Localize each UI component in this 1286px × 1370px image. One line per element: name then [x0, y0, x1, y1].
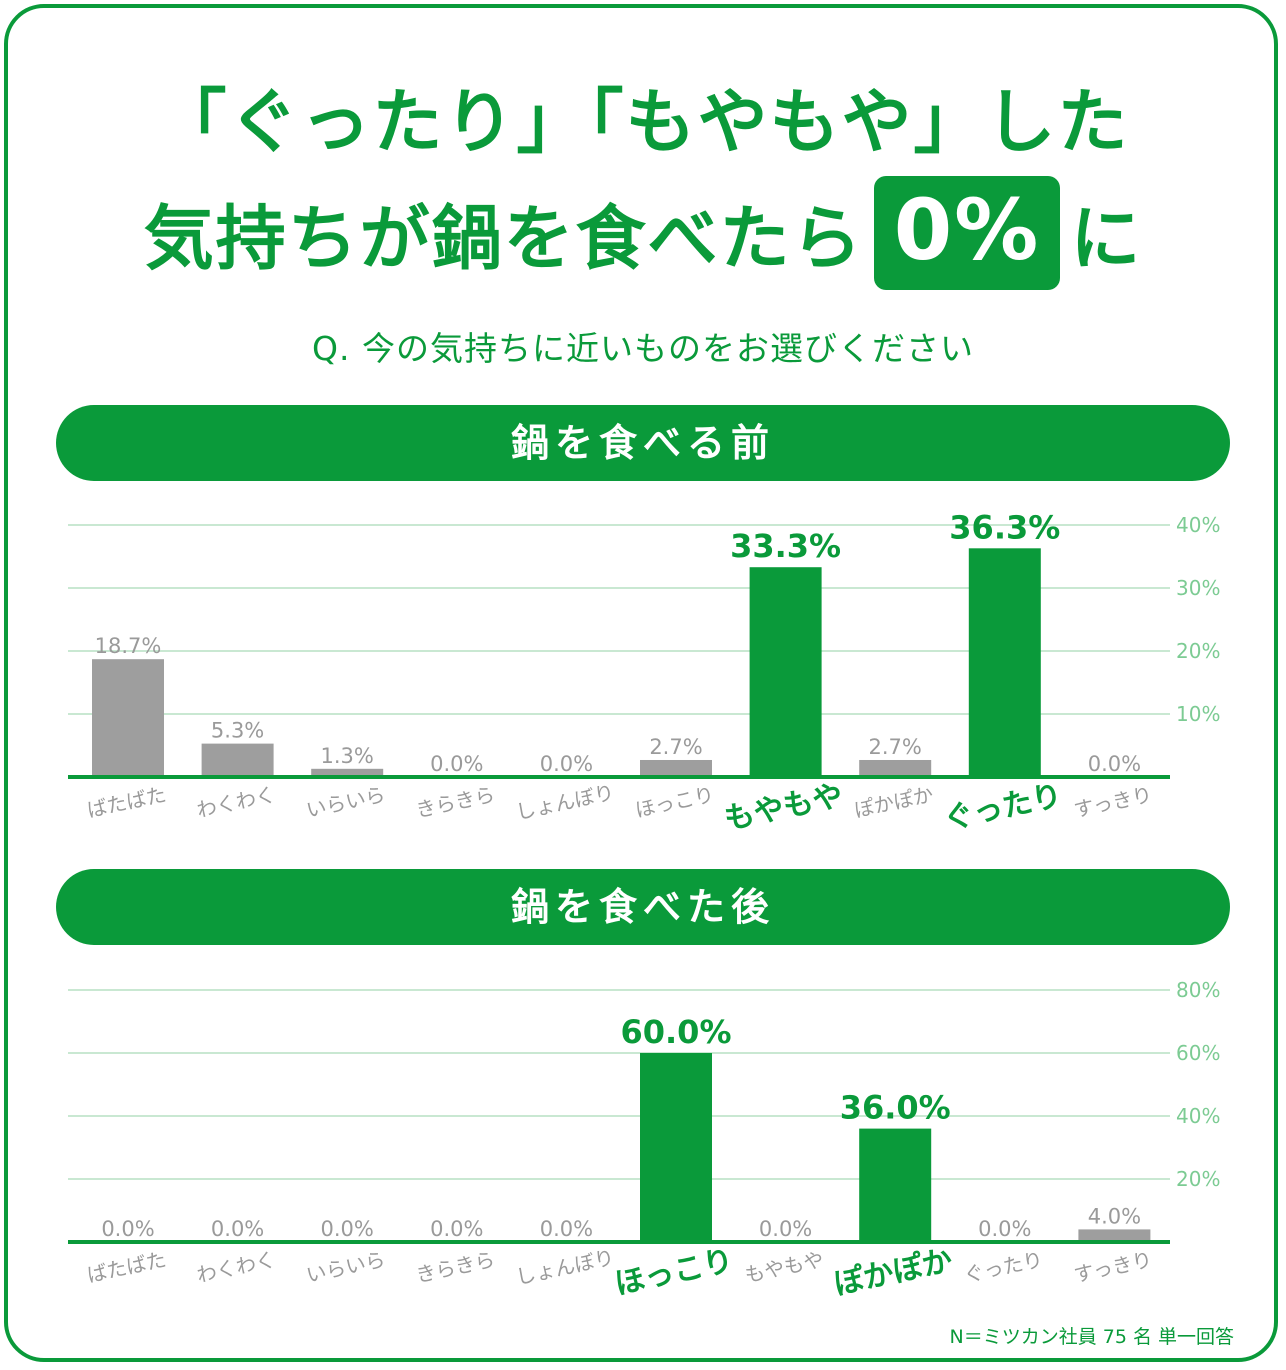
bar [640, 759, 712, 777]
y-tick-label: 20% [1176, 639, 1220, 663]
x-tick-label: ぐったり [962, 1247, 1045, 1287]
bar [1078, 1229, 1151, 1242]
data-label: 36.3% [949, 508, 1060, 546]
data-label: 0.0% [540, 752, 593, 776]
section-banner-before: 鍋を食べる前 [56, 405, 1230, 481]
x-tick-label: きらきら [414, 1247, 497, 1287]
x-tick-label: ばたばた [85, 782, 168, 822]
x-tick-label: いらいら [304, 1247, 387, 1287]
data-label: 60.0% [620, 1013, 731, 1051]
x-tick-label: わくわく [195, 1247, 278, 1287]
data-label: 0.0% [211, 1217, 264, 1241]
x-tick-label: わくわく [195, 782, 278, 822]
headline-highlight-badge: 0% [873, 176, 1061, 290]
headline-line-2-post: に [1070, 197, 1143, 280]
x-tick-label: ばたばた [85, 1247, 168, 1287]
bar [749, 567, 822, 777]
data-label: 0.0% [430, 1217, 483, 1241]
x-tick-label: ぽかぽか [831, 1243, 956, 1302]
data-label: 0.0% [540, 1217, 593, 1241]
y-tick-label: 80% [1176, 978, 1220, 1002]
y-tick-label: 20% [1176, 1167, 1220, 1191]
x-tick-label: ほっこり [633, 782, 716, 822]
data-label: 18.7% [95, 634, 162, 658]
data-label: 5.3% [211, 719, 264, 743]
x-tick-label: もやもや [721, 778, 846, 837]
x-tick-label: いらいら [304, 782, 387, 822]
data-label: 1.3% [321, 744, 374, 768]
bar [968, 548, 1041, 777]
section-banner-after: 鍋を食べた後 [56, 869, 1230, 945]
card-frame [4, 4, 1278, 1362]
data-label: 4.0% [1088, 1204, 1141, 1228]
data-label: 0.0% [430, 752, 483, 776]
x-tick-label: しょんぼり [514, 780, 617, 824]
headline-line-2-pre: 気持ちが鍋を食べたら [143, 197, 864, 280]
y-tick-label: 30% [1176, 576, 1220, 600]
data-label: 0.0% [978, 1217, 1031, 1241]
data-label: 0.0% [759, 1217, 812, 1241]
data-label: 2.7% [869, 735, 922, 759]
y-tick-label: 40% [1176, 1104, 1220, 1128]
bar-chart-before: 10% 20% 30% 40% 18.7% ばたばた 5.3% わくわく 1.3% いらいら 0.0… [68, 508, 1220, 837]
y-tick-label: 10% [1176, 702, 1220, 726]
data-label: 0.0% [321, 1217, 374, 1241]
x-tick-label: ぽかぽか [852, 782, 935, 822]
data-label: 36.0% [840, 1089, 951, 1127]
x-tick-label: もやもや [743, 1247, 826, 1287]
headline-line-2: 気持ちが鍋を食べたら 0% に [0, 176, 1286, 290]
bar [201, 743, 274, 777]
x-tick-label: すっきり [1072, 1247, 1154, 1287]
data-label: 0.0% [101, 1217, 154, 1241]
survey-question: Q. 今の気持ちに近いものをお選びください [312, 329, 974, 368]
x-tick-label: すっきり [1072, 782, 1154, 822]
data-label: 33.3% [730, 527, 841, 565]
sample-footnote: N＝ミツカン社員 75 名 単一回答 [949, 1326, 1234, 1348]
bar [311, 768, 384, 777]
y-tick-label: 40% [1176, 513, 1220, 537]
data-label: 0.0% [1088, 752, 1141, 776]
bar [92, 659, 164, 777]
x-tick-label: しょんぼり [514, 1245, 617, 1289]
x-tick-label: ほっこり [612, 1243, 737, 1302]
bar [640, 1053, 712, 1242]
headline-line-1: 「ぐったり」「もやもや」した [156, 81, 1130, 163]
y-tick-label: 60% [1176, 1041, 1220, 1065]
data-label: 2.7% [649, 735, 702, 759]
x-tick-label: ぐったり [940, 778, 1065, 837]
x-tick-label: きらきら [414, 782, 497, 822]
bar [859, 759, 932, 777]
bar [859, 1128, 932, 1242]
bar-chart-after: 20% 40% 60% 80% 0.0% ばたばた 0.0% わくわく 0.0% いらいら 0.0%… [68, 978, 1220, 1302]
